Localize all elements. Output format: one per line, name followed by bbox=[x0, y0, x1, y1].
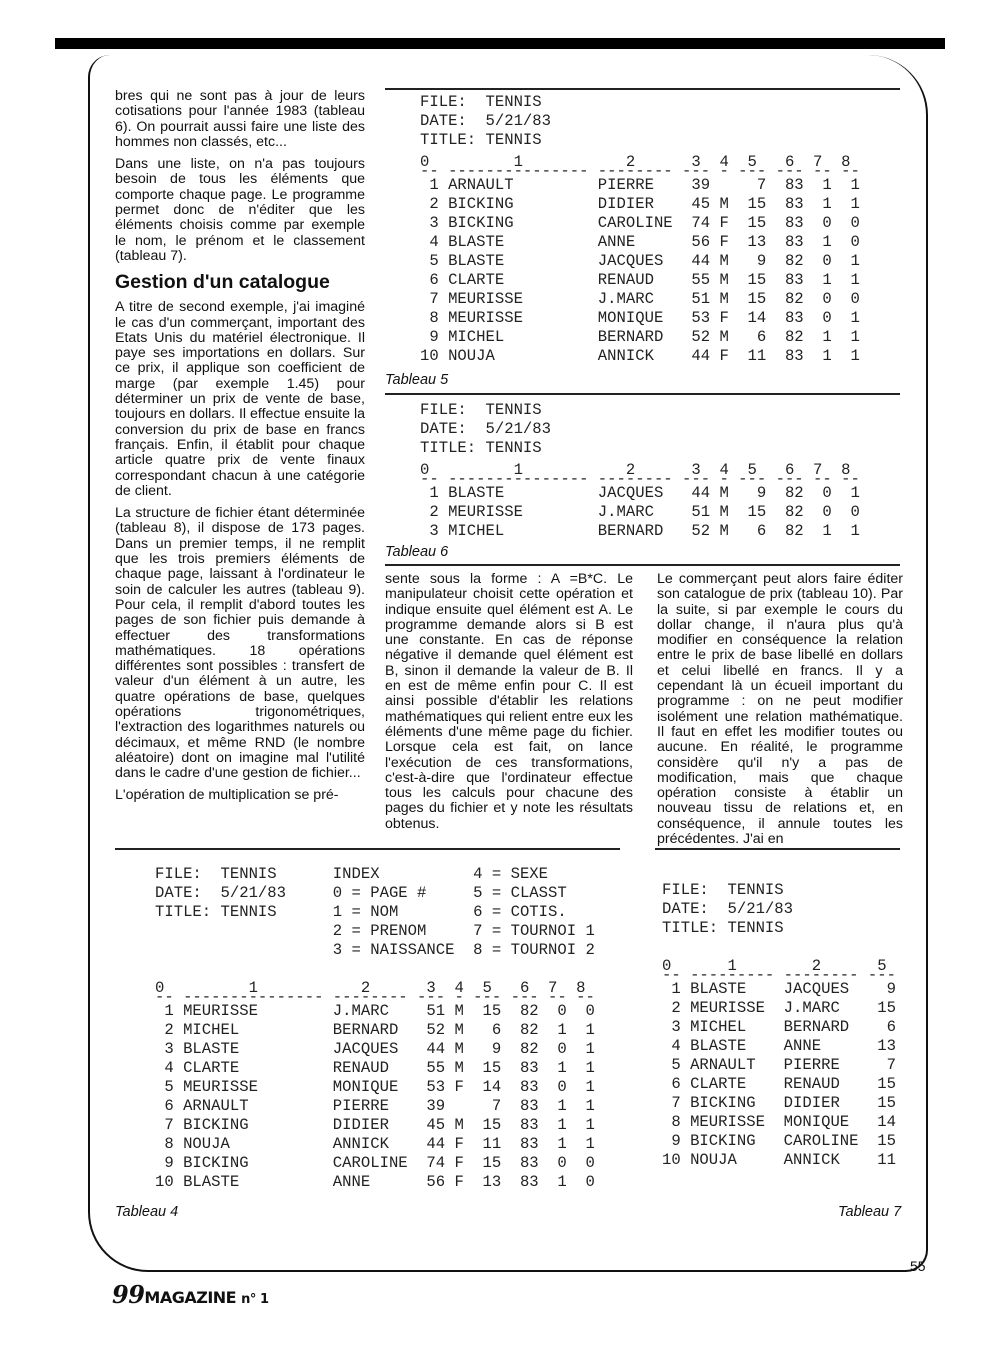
rule bbox=[385, 88, 900, 90]
table-row: 8 MEURISSE MONIQUE 14 bbox=[662, 1113, 896, 1131]
table-row: 9 BICKING CAROLINE 74 F 15 83 0 0 bbox=[155, 1154, 595, 1172]
table-row: 10 NOUJA ANNICK 11 bbox=[662, 1151, 896, 1169]
table-row: 2 BICKING DIDIER 45 M 15 83 1 1 bbox=[420, 195, 860, 213]
top-bar bbox=[55, 38, 945, 49]
tableau7-caption: Tableau 7 bbox=[838, 1204, 902, 1220]
table-row: 6 ARNAULT PIERRE 39 7 83 1 1 bbox=[155, 1097, 595, 1115]
index-line: TITLE: TENNIS 1 = NOM 6 = COTIS. bbox=[155, 903, 567, 921]
magazine-logo: 99MAGAZINE n° 1 bbox=[112, 1280, 269, 1309]
table-row: 1 ARNAULT PIERRE 39 7 83 1 1 bbox=[420, 176, 860, 194]
table-row: 1 MEURISSE J.MARC 51 M 15 82 0 0 bbox=[155, 1002, 595, 1020]
paragraph: Dans une liste, on n'a pas toujours beso… bbox=[115, 156, 365, 264]
table-row: 3 MICHEL BERNARD 52 M 6 82 1 1 bbox=[420, 522, 860, 540]
column-header-row: 0 1 2 3 4 5 6 7 8 bbox=[420, 461, 860, 479]
rule bbox=[385, 393, 900, 395]
file-line: FILE: TENNIS bbox=[420, 93, 542, 111]
table-row: 2 MICHEL BERNARD 52 M 6 82 1 1 bbox=[155, 1021, 595, 1039]
separator-line: -- --------------- -------- --- - --- --… bbox=[155, 988, 595, 1006]
table-row: 6 CLARTE RENAUD 15 bbox=[662, 1075, 896, 1093]
table-row: 9 MICHEL BERNARD 52 M 6 82 1 1 bbox=[420, 328, 860, 346]
file-line: FILE: TENNIS bbox=[662, 881, 784, 899]
table-row: 2 MEURISSE J.MARC 15 bbox=[662, 999, 896, 1017]
table-row: 5 BLASTE JACQUES 44 M 9 82 0 1 bbox=[420, 252, 860, 270]
spacer bbox=[155, 960, 595, 979]
middle-column: sente sous la forme : A =B*C. Le manipul… bbox=[385, 571, 633, 839]
table-row: 7 BICKING DIDIER 45 M 15 83 1 1 bbox=[155, 1116, 595, 1134]
table-row: 7 BICKING DIDIER 15 bbox=[662, 1094, 896, 1112]
separator-line: -- --------------- -------- --- - --- --… bbox=[420, 162, 860, 180]
separator-line: -- --------- -------- --- bbox=[662, 966, 896, 984]
table-row: 1 BLASTE JACQUES 44 M 9 82 0 1 bbox=[420, 484, 860, 502]
table-row: 2 MEURISSE J.MARC 51 M 15 82 0 0 bbox=[420, 503, 860, 521]
table-row: 4 BLASTE ANNE 56 F 13 83 1 0 bbox=[420, 233, 860, 251]
index-line: DATE: 5/21/83 0 = PAGE # 5 = CLASST bbox=[155, 884, 567, 902]
date-line: DATE: 5/21/83 bbox=[420, 112, 552, 130]
index-line: 3 = NAISSANCE 8 = TOURNOI 2 bbox=[155, 941, 595, 959]
table-row: 4 BLASTE ANNE 13 bbox=[662, 1037, 896, 1055]
tableau5-listing: FILE: TENNIS DATE: 5/21/83 TITLE: TENNIS 0 … bbox=[420, 93, 860, 366]
table-row: 3 BLASTE JACQUES 44 M 9 82 0 1 bbox=[155, 1040, 595, 1058]
paragraph: A titre de second exemple, j'ai imaginé … bbox=[115, 299, 365, 499]
table-row: 4 CLARTE RENAUD 55 M 15 83 1 1 bbox=[155, 1059, 595, 1077]
rule bbox=[115, 848, 620, 850]
page-frame bbox=[88, 55, 928, 1272]
table-row: 10 BLASTE ANNE 56 F 13 83 1 0 bbox=[155, 1173, 595, 1191]
tableau6-listing: FILE: TENNIS DATE: 5/21/83 TITLE: TENNIS 0 … bbox=[420, 401, 860, 541]
table-row: 3 BICKING CAROLINE 74 F 15 83 0 0 bbox=[420, 214, 860, 232]
paragraph: Le commerçant peut alors faire éditer so… bbox=[657, 571, 903, 848]
table-row: 9 BICKING CAROLINE 15 bbox=[662, 1132, 896, 1150]
paragraph: sente sous la forme : A =B*C. Le manipul… bbox=[385, 571, 633, 832]
index-line: 2 = PRENOM 7 = TOURNOI 1 bbox=[155, 922, 595, 940]
table-row: 3 MICHEL BERNARD 6 bbox=[662, 1018, 896, 1036]
table-row: 7 MEURISSE J.MARC 51 M 15 82 0 0 bbox=[420, 290, 860, 308]
date-line: DATE: 5/21/83 bbox=[420, 420, 552, 438]
tableau7-listing: FILE: TENNIS DATE: 5/21/83 TITLE: TENNIS 0 … bbox=[662, 881, 896, 1170]
tableau6-caption: Tableau 6 bbox=[385, 544, 449, 560]
table-row: 8 NOUJA ANNICK 44 F 11 83 1 1 bbox=[155, 1135, 595, 1153]
tableau4-listing: FILE: TENNIS INDEX 4 = SEXE DATE: 5/21/83… bbox=[155, 865, 595, 1192]
paragraph: bres qui ne sont pas à jour de leurs cot… bbox=[115, 88, 365, 150]
title-line: TITLE: TENNIS bbox=[420, 439, 542, 457]
rule bbox=[655, 848, 900, 850]
right-column: Le commerçant peut alors faire éditer so… bbox=[657, 571, 903, 854]
table-row: 10 NOUJA ANNICK 44 F 11 83 1 1 bbox=[420, 347, 860, 365]
paragraph: L'opération de multiplication se pré- bbox=[115, 787, 339, 804]
table-row: 8 MEURISSE MONIQUE 53 F 14 83 0 1 bbox=[420, 309, 860, 327]
tableau5-caption: Tableau 5 bbox=[385, 372, 449, 388]
rule bbox=[385, 564, 900, 566]
spacer bbox=[662, 938, 896, 957]
separator-line: -- --------------- -------- --- - --- --… bbox=[420, 470, 860, 488]
table-row: 5 ARNAULT PIERRE 7 bbox=[662, 1056, 896, 1074]
column-header-row: 0 1 2 3 4 5 6 7 8 bbox=[420, 153, 860, 171]
paragraph: La structure de fichier étant déterminée… bbox=[115, 505, 365, 782]
index-line: FILE: TENNIS INDEX 4 = SEXE bbox=[155, 865, 549, 883]
date-line: DATE: 5/21/83 bbox=[662, 900, 794, 918]
section-heading: Gestion d'un catalogue bbox=[115, 271, 330, 294]
title-line: TITLE: TENNIS bbox=[420, 131, 542, 149]
page-number: 55 bbox=[910, 1258, 926, 1274]
left-column: bres qui ne sont pas à jour de leurs cot… bbox=[115, 88, 365, 811]
column-header-row: 0 1 2 5 bbox=[662, 957, 896, 975]
table-row: 1 BLASTE JACQUES 9 bbox=[662, 980, 896, 998]
column-header-row: 0 1 2 3 4 5 6 7 8 bbox=[155, 979, 595, 997]
file-line: FILE: TENNIS bbox=[420, 401, 542, 419]
title-line: TITLE: TENNIS bbox=[662, 919, 784, 937]
tableau4-caption: Tableau 4 bbox=[115, 1204, 179, 1220]
table-row: 5 MEURISSE MONIQUE 53 F 14 83 0 1 bbox=[155, 1078, 595, 1096]
table-row: 6 CLARTE RENAUD 55 M 15 83 1 1 bbox=[420, 271, 860, 289]
